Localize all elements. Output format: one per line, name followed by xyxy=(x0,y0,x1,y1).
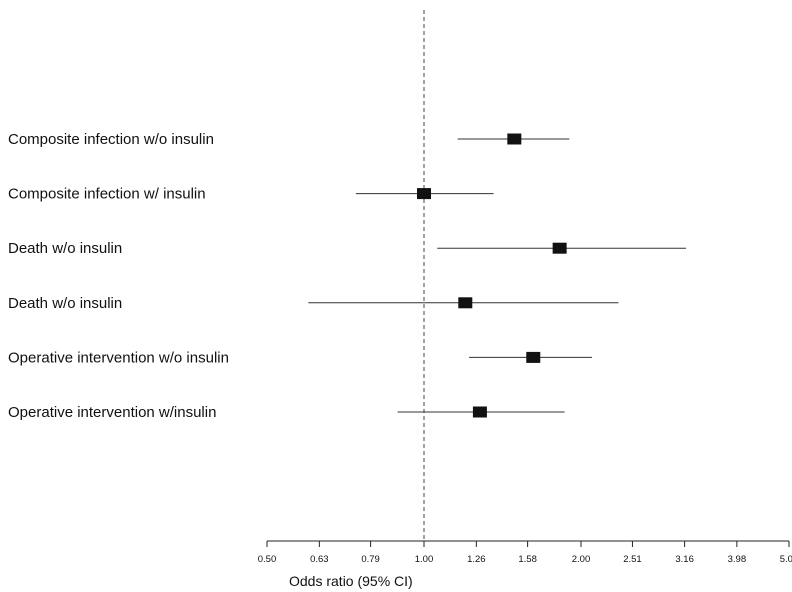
row-label: Operative intervention w/insulin xyxy=(8,404,216,421)
point-estimate-marker xyxy=(507,133,522,145)
forest-row: Operative intervention w/o insulin xyxy=(8,349,593,366)
row-label: Death w/o insulin xyxy=(8,295,122,312)
point-estimate-marker xyxy=(552,242,567,254)
forest-row: Composite infection w/o insulin xyxy=(8,131,570,148)
x-tick-label: 0.63 xyxy=(310,554,329,565)
row-label: Operative intervention w/o insulin xyxy=(8,349,229,366)
forest-row: Composite infection w/ insulin xyxy=(8,186,494,203)
x-tick-label: 3.98 xyxy=(728,554,747,565)
point-estimate-marker xyxy=(458,297,473,309)
rows-layer: Composite infection w/o insulin Composite… xyxy=(8,131,687,421)
forest-row: Death w/o insulin xyxy=(8,240,687,257)
x-tick-label: 0.50 xyxy=(258,554,277,565)
row-label: Composite infection w/ insulin xyxy=(8,186,206,203)
forest-row: Death w/o insulin xyxy=(8,295,619,312)
x-tick-label: 5.01 xyxy=(780,554,792,565)
x-tick-label: 0.79 xyxy=(361,554,380,565)
row-label: Death w/o insulin xyxy=(8,240,122,257)
row-label: Composite infection w/o insulin xyxy=(8,131,214,148)
point-estimate-marker xyxy=(417,188,432,200)
x-tick-label: 3.16 xyxy=(675,554,694,565)
x-tick-label: 2.51 xyxy=(623,554,642,565)
forest-row: Operative intervention w/insulin xyxy=(8,404,565,421)
x-tick-label: 1.58 xyxy=(518,554,537,565)
x-axis: 0.50 0.63 0.79 1.00 1.26 1.58 2.00 2.51 3.16 3.98… xyxy=(258,540,792,565)
point-estimate-marker xyxy=(526,351,541,363)
x-tick-label: 2.00 xyxy=(572,554,591,565)
point-estimate-marker xyxy=(472,406,487,418)
x-tick-label: 1.26 xyxy=(467,554,486,565)
x-axis-title: Odds ratio (95% CI) xyxy=(289,573,413,589)
x-tick-label: 1.00 xyxy=(415,554,434,565)
